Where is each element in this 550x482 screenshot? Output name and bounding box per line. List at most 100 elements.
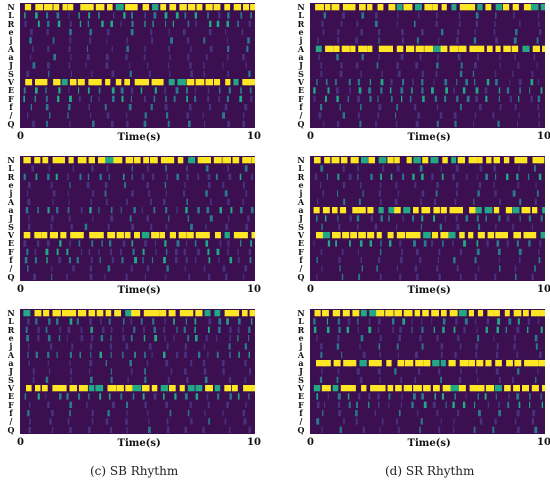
- cell-a-11: [242, 54, 245, 60]
- cell-N-23: [522, 157, 527, 163]
- cell-R-19: [229, 327, 232, 333]
- cell-F-12: [154, 96, 156, 102]
- cell-R-11: [144, 21, 145, 27]
- cell-J-19: [520, 215, 521, 221]
- cell-e-2: [360, 29, 363, 35]
- cell-E-3: [349, 87, 351, 93]
- cell-V-3: [349, 79, 351, 85]
- cell-J-9: [210, 215, 213, 221]
- cell-A-4: [395, 199, 398, 205]
- cell-e-0: [323, 29, 325, 35]
- cell-a-18: [220, 207, 223, 213]
- cell-J-8: [188, 215, 190, 221]
- heatmap-area: [310, 309, 545, 434]
- cell-A-4: [112, 46, 113, 52]
- cell-f-9: [498, 410, 501, 416]
- cell-Q-3: [380, 427, 381, 433]
- cell-j-5: [126, 343, 129, 349]
- cell-R-7: [392, 327, 394, 333]
- cell-V-1: [323, 232, 330, 238]
- cell-A-8: [190, 46, 192, 52]
- cell-N-8: [97, 310, 104, 316]
- cell-L-11: [245, 165, 248, 171]
- cell-V-25: [249, 385, 255, 391]
- cell-A-6: [150, 199, 152, 205]
- cell-Q-5: [126, 121, 129, 127]
- cell-L-11: [144, 12, 146, 18]
- cell-L-19: [227, 12, 229, 18]
- cell-A-7: [379, 46, 388, 52]
- cell-R-15: [186, 174, 189, 180]
- cell-a-6: [144, 54, 146, 60]
- cell-N-25: [250, 4, 255, 10]
- cell-J-10: [228, 215, 229, 221]
- cell-A-0: [316, 46, 322, 52]
- cell-j-5: [422, 190, 425, 196]
- cell-E-18: [217, 393, 219, 399]
- cell-e-14: [174, 335, 175, 341]
- cell-/-6: [441, 418, 442, 424]
- cell-L-2: [357, 165, 359, 171]
- cell-N-7: [89, 310, 96, 316]
- cell-V-0: [316, 79, 318, 85]
- cell-f-5: [417, 410, 418, 416]
- cell-J-6: [436, 62, 438, 68]
- cell-J-4: [357, 215, 360, 221]
- cell-/-6: [440, 112, 443, 118]
- cell-R-13: [165, 21, 166, 27]
- cell-R-9: [120, 21, 121, 27]
- cell-V-10: [406, 232, 415, 238]
- cell-e-11: [242, 29, 244, 35]
- cell-/-4: [107, 112, 110, 118]
- cell-L-5: [79, 12, 80, 18]
- cell-E-11: [431, 87, 434, 93]
- cell-N-11: [415, 4, 422, 10]
- cell-F-3: [86, 402, 88, 408]
- cell-a-0: [29, 360, 30, 366]
- cell-F-7: [391, 96, 393, 102]
- cell-a-18: [476, 360, 483, 366]
- cell-f-5: [129, 104, 132, 110]
- cell-S-7: [457, 224, 460, 230]
- cell-R-17: [208, 327, 210, 333]
- cell-a-20: [240, 207, 243, 213]
- cell-e-9: [208, 182, 211, 188]
- heatmap-area: [20, 309, 255, 434]
- cell-V-9: [105, 79, 110, 85]
- cell-N-20: [494, 310, 500, 316]
- cell-L-6: [88, 12, 90, 18]
- cell-V-19: [519, 79, 522, 85]
- cell-R-17: [209, 21, 211, 27]
- cell-V-24: [531, 232, 537, 238]
- cell-A-0: [320, 352, 322, 358]
- cell-Q-4: [111, 121, 114, 127]
- cell-V-15: [451, 385, 460, 391]
- cell-E-14: [463, 240, 466, 246]
- cell-R-18: [217, 21, 220, 27]
- cell-N-11: [125, 310, 132, 316]
- cell-R-9: [494, 21, 495, 27]
- cell-V-4: [358, 79, 360, 85]
- cell-V-15: [449, 232, 456, 238]
- cell-/-1: [49, 112, 50, 118]
- cell-S-1: [48, 71, 49, 77]
- cell-J-7: [171, 368, 173, 374]
- cell-S-9: [495, 71, 496, 77]
- cell-/-10: [515, 265, 517, 271]
- cell-E-12: [442, 393, 444, 399]
- cell-N-16: [459, 310, 467, 316]
- cell-N-1: [324, 157, 330, 163]
- cell-V-6: [367, 232, 374, 238]
- cell-a-11: [534, 54, 536, 60]
- cell-N-9: [107, 4, 113, 10]
- cell-/-3: [382, 418, 384, 424]
- cell-E-0: [313, 240, 314, 246]
- x-axis-label: Time(s): [408, 132, 451, 143]
- cell-a-4: [68, 207, 70, 213]
- cell-R-13: [166, 174, 168, 180]
- cell-V-25: [542, 385, 545, 391]
- cell-Q-11: [532, 274, 534, 280]
- cell-/-8: [478, 265, 479, 271]
- cell-N-20: [205, 157, 211, 163]
- cell-A-3: [87, 46, 88, 52]
